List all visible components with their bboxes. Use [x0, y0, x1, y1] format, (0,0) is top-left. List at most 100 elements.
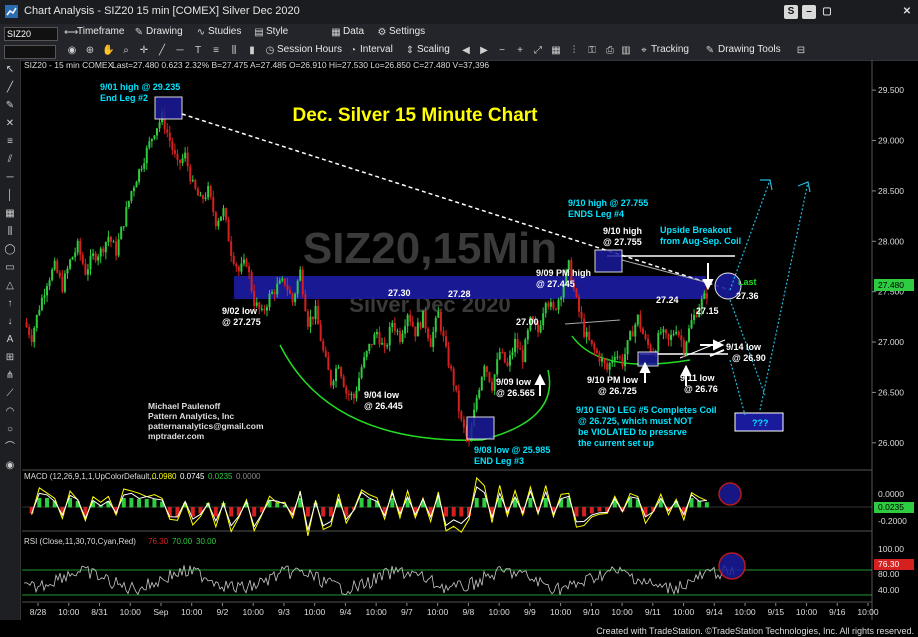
candle-body	[398, 330, 401, 342]
speed-line-icon[interactable]: ⟋	[6, 388, 14, 399]
drawing-menu[interactable]: Drawing	[146, 26, 183, 37]
style-menu[interactable]: Style	[266, 26, 289, 37]
minimize-button[interactable]: –	[802, 5, 816, 19]
zoom-icon[interactable]: ⌕	[123, 45, 129, 56]
trendline-tool-icon[interactable]: ╱	[6, 82, 14, 93]
rect-icon[interactable]: ▭	[5, 262, 15, 273]
fib-tool-icon[interactable]: ≡	[7, 136, 13, 147]
candle-body	[38, 309, 41, 315]
macd-histogram-bar	[137, 499, 142, 508]
trendline-icon[interactable]: ╱	[158, 45, 166, 56]
macd-histogram-bar	[459, 507, 464, 517]
time-tick-label: 9/14	[706, 607, 723, 617]
candle-body	[350, 394, 353, 396]
circle-tool-icon[interactable]: ○	[6, 424, 14, 435]
bars-tool-icon[interactable]: ⫼	[7, 226, 13, 237]
macd-histogram-bar	[160, 501, 165, 508]
drawing-tools-menu[interactable]: Drawing Tools	[718, 44, 781, 55]
macd-histogram-bar	[175, 507, 180, 517]
candle-body	[227, 219, 230, 242]
tracking-menu[interactable]: Tracking	[651, 44, 689, 55]
candle-body	[406, 314, 409, 327]
candle-body	[79, 240, 82, 255]
pencil-icon[interactable]: ✎	[5, 100, 15, 111]
cross-icon[interactable]: ✕	[5, 118, 15, 129]
studies-menu[interactable]: Studies	[208, 26, 242, 37]
candle-body	[40, 297, 43, 310]
arrow-down-icon[interactable]: ↓	[7, 316, 13, 327]
candle-body	[434, 317, 437, 332]
candle-body	[219, 216, 222, 221]
candle-body	[329, 370, 332, 386]
indicator-icon[interactable]: ▥	[621, 45, 631, 56]
zoom-in-icon[interactable]: +	[517, 45, 523, 56]
hline-icon[interactable]: ─	[176, 45, 184, 56]
text-icon[interactable]: T	[194, 45, 202, 56]
time-tick-label: 8/28	[30, 607, 47, 617]
annotation: @ 26.90	[732, 353, 766, 363]
cursor-icon[interactable]: ⊕	[85, 45, 95, 56]
macd-histogram-bar	[405, 498, 410, 508]
fit-icon[interactable]: ⤢	[534, 45, 542, 56]
candle-body	[360, 367, 363, 378]
macd-histogram-bar	[666, 507, 671, 512]
eye-icon[interactable]: ◉	[5, 460, 15, 471]
crosshair-icon[interactable]: ✛	[139, 45, 149, 56]
pan-left-icon[interactable]: ◀	[462, 45, 470, 56]
timeframe-menu[interactable]: Timeframe	[77, 26, 125, 37]
timeframe-icon: ⟷	[64, 27, 79, 38]
scaling-menu[interactable]: Scaling	[417, 44, 450, 55]
session-icon: ◷	[265, 45, 275, 56]
triangle-icon[interactable]: △	[6, 280, 14, 291]
bars-icon[interactable]: ⫼	[231, 45, 237, 56]
data-menu[interactable]: Data	[343, 26, 365, 37]
vline-tool-icon[interactable]: │	[6, 190, 14, 201]
settings-menu[interactable]: Settings	[389, 26, 426, 37]
interval-menu[interactable]: Interval	[360, 44, 393, 55]
symbol-input[interactable]: SIZ20	[4, 27, 58, 41]
candle-body	[562, 284, 565, 298]
sync-button[interactable]: S	[784, 5, 798, 19]
fib-icon[interactable]: ≡	[213, 45, 219, 56]
hand-icon[interactable]: ✋	[102, 45, 115, 56]
annotation: @ 27.755	[603, 237, 642, 247]
pan-right-icon[interactable]: ▶	[480, 45, 488, 56]
pitchfork-icon[interactable]: ⋔	[5, 370, 15, 381]
zoom-out-icon[interactable]: −	[499, 45, 505, 56]
candle-body	[263, 308, 266, 311]
time-axis: 8/28 10:00 8/31 10:00 Sep 10:00 9/2 10:00 9/3 10:…	[30, 603, 879, 617]
gann-icon[interactable]: ⊞	[5, 352, 15, 363]
close-button[interactable]: ✕	[900, 5, 914, 19]
arrow-up-icon[interactable]: ↑	[7, 298, 13, 309]
pointer-icon[interactable]: ↖	[5, 64, 15, 75]
candle-body	[475, 397, 478, 410]
lock-icon[interactable]: ⚿	[588, 45, 596, 56]
candle-body	[649, 344, 652, 352]
grid-tool-icon[interactable]: ▦	[5, 208, 15, 219]
snapshot-icon[interactable]: ⎙	[606, 45, 614, 56]
candle-body	[189, 166, 192, 182]
grid-icon[interactable]: ▦	[551, 45, 561, 56]
macd-histogram-bar	[83, 507, 88, 517]
annotation: @ 26.565	[496, 388, 535, 398]
candle-body	[288, 290, 291, 294]
text-tool-icon[interactable]: A	[6, 334, 14, 345]
hline-tool-icon[interactable]: ─	[6, 172, 14, 183]
maximize-button[interactable]: ▢	[820, 5, 834, 19]
cycle-icon[interactable]: ◠	[5, 406, 15, 417]
bars-mode-icon[interactable]: ⫶	[572, 45, 576, 56]
arc-tool-icon[interactable]: ⌒	[5, 442, 15, 453]
pin-icon[interactable]: ⊟	[796, 45, 806, 56]
candle-body	[58, 272, 61, 277]
play-icon[interactable]: ◉	[67, 45, 77, 56]
chart-title: Dec. Silver 15 Minute Chart	[293, 105, 539, 126]
candle-body	[222, 208, 225, 217]
channel-icon[interactable]: ⫽	[7, 154, 13, 165]
session-hours-menu[interactable]: Session Hours	[277, 44, 343, 55]
candle-body	[207, 185, 210, 198]
ellipse-icon[interactable]: ◯	[4, 244, 16, 255]
interval-select[interactable]	[4, 45, 56, 59]
candle-icon[interactable]: ▮	[249, 45, 255, 56]
candle-body	[595, 349, 598, 353]
